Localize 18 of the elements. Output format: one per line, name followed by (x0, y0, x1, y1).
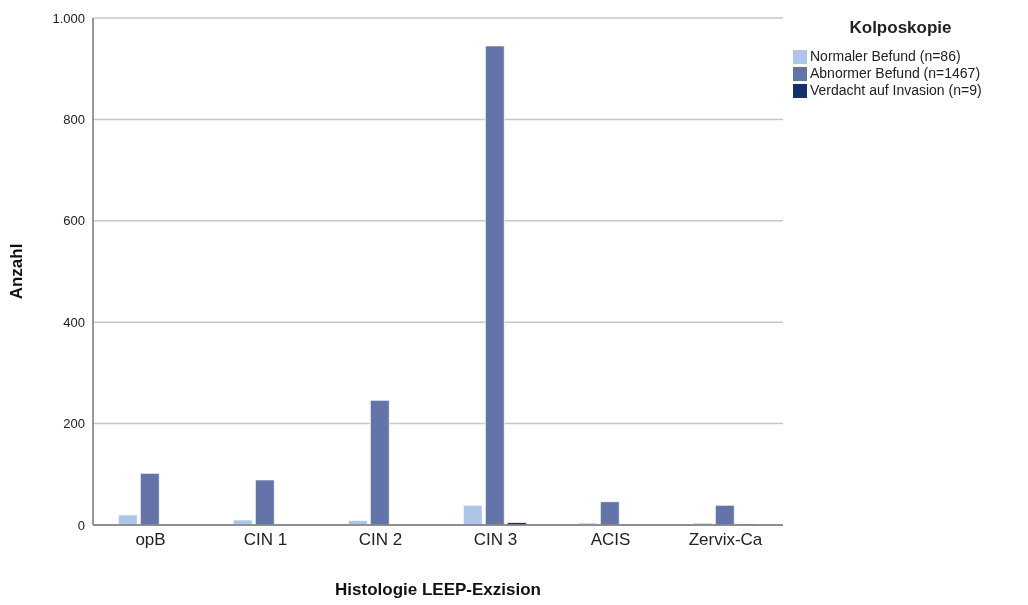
x-tick-label: CIN 2 (358, 530, 403, 550)
y-tick-label: 600 (63, 213, 85, 229)
legend-label: Verdacht auf Invasion (n=9) (810, 82, 982, 99)
x-tick-label: Zervix-Ca (688, 530, 763, 550)
x-tick-label: opB (135, 530, 166, 550)
y-tick-label: 0 (77, 517, 85, 533)
y-tick-label: 1.000 (52, 10, 85, 26)
y-tick-label: 200 (63, 416, 85, 432)
x-tick-label: ACIS (590, 530, 631, 550)
x-tick-label: CIN 1 (243, 530, 288, 550)
y-tick-label: 800 (63, 112, 85, 128)
x-tick-label: CIN 3 (473, 530, 518, 550)
y-axis-title: Anzahl (7, 243, 27, 300)
legend-title: Kolposkopie (848, 18, 953, 38)
x-axis-title: Histologie LEEP-Exzision (335, 580, 541, 599)
legend-label: Normaler Befund (n=86) (810, 48, 961, 65)
legend-label: Abnormer Befund (n=1467) (810, 65, 981, 82)
y-tick-label: 400 (63, 314, 85, 330)
